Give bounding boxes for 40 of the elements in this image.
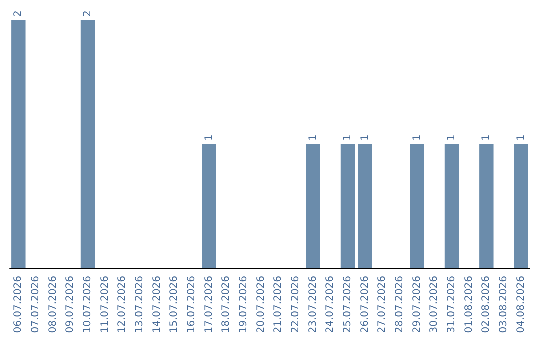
- x-tick-label: 16.07.2026: [186, 276, 198, 334]
- x-tick-label: 18.07.2026: [221, 276, 232, 334]
- data-label: 2: [82, 10, 94, 17]
- x-tick-label: 29.07.2026: [412, 276, 423, 334]
- x-tick-label: 25.07.2026: [342, 276, 354, 334]
- x-tick-label: 23.07.2026: [308, 276, 319, 334]
- x-tick-label: 31.07.2026: [446, 276, 458, 334]
- x-tick-label: 03.08.2026: [498, 276, 510, 334]
- x-tick-label: 13.07.2026: [134, 276, 146, 334]
- x-tick-label: 09.07.2026: [65, 276, 76, 334]
- x-tick-label: 11.07.2026: [100, 276, 111, 334]
- x-tick-label: 15.07.2026: [169, 276, 180, 334]
- x-tick-label: 02.08.2026: [481, 276, 492, 334]
- x-tick-label: 04.08.2026: [516, 276, 527, 334]
- data-label: 1: [308, 134, 319, 141]
- data-label: 1: [360, 134, 371, 141]
- x-tick-label: 01.08.2026: [464, 276, 475, 334]
- data-label: 1: [204, 134, 215, 141]
- x-tick-label: 30.07.2026: [429, 276, 440, 334]
- x-tick-label: 17.07.2026: [204, 276, 215, 334]
- x-tick-label: 20.07.2026: [256, 276, 267, 334]
- data-label: 2: [13, 10, 24, 17]
- x-tick-label: 21.07.2026: [273, 276, 284, 334]
- x-tick-label: 24.07.2026: [325, 276, 336, 334]
- x-tick-label: 10.07.2026: [82, 276, 94, 334]
- x-tick-label: 19.07.2026: [238, 276, 250, 334]
- x-tick-label: 22.07.2026: [290, 276, 302, 334]
- x-tick-label: 14.07.2026: [152, 276, 163, 334]
- data-label: 1: [481, 134, 492, 141]
- data-label: 1: [516, 134, 527, 141]
- x-tick-label: 26.07.2026: [360, 276, 371, 334]
- x-tick-label: 08.07.2026: [48, 276, 59, 334]
- data-label: 1: [342, 134, 354, 141]
- data-label: 1: [412, 134, 423, 141]
- data-label: 1: [446, 134, 458, 141]
- x-tick-label: 07.07.2026: [30, 276, 42, 334]
- x-tick-label: 27.07.2026: [377, 276, 388, 334]
- x-tick-label: 12.07.2026: [117, 276, 128, 334]
- x-tick-label: 06.07.2026: [13, 276, 24, 334]
- x-tick-label: 28.07.2026: [394, 276, 406, 334]
